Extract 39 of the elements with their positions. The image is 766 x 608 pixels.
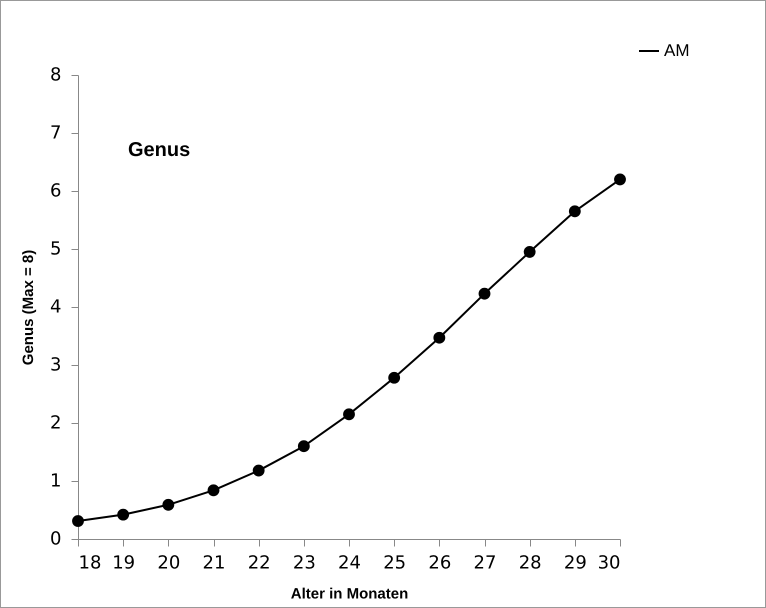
- annotation: Genus: [128, 139, 190, 161]
- x-tick-label: 30: [598, 552, 620, 574]
- point: [524, 246, 536, 258]
- y-tick-label: 7: [50, 122, 62, 144]
- point: [433, 332, 446, 344]
- point: [208, 484, 220, 496]
- x-tick-label: 26: [428, 552, 452, 574]
- y-tick-label: 5: [50, 238, 62, 260]
- x-tick-label: 29: [564, 552, 587, 574]
- point: [72, 515, 84, 527]
- point: [117, 508, 130, 521]
- x-tick-label: 19: [112, 552, 136, 574]
- x-axis-title: Alter in Monaten: [290, 586, 408, 602]
- y-tick-label: 8: [50, 64, 62, 86]
- y-tick-label: 6: [50, 180, 62, 202]
- y-axis-title: Genus (Max = 8): [20, 250, 38, 366]
- point: [568, 205, 581, 218]
- y-tick-label: 0: [50, 528, 62, 550]
- x-tick-label: 23: [292, 552, 316, 574]
- x-tick-label: 28: [518, 552, 542, 574]
- x-tick-label: 21: [202, 552, 226, 574]
- point: [343, 408, 355, 420]
- y-tick-label: 4: [50, 296, 62, 318]
- y-tick-label: 1: [50, 470, 62, 492]
- point: [298, 440, 310, 452]
- y-tick-label: 2: [50, 412, 62, 434]
- point: [388, 372, 400, 384]
- x-tick-label: 20: [157, 552, 180, 574]
- x-tick-label: 24: [338, 552, 361, 574]
- y-tick-label: 3: [50, 354, 62, 376]
- x-tick-label: 25: [383, 552, 406, 574]
- legend-label: AM: [664, 41, 690, 60]
- x-tick-label: 18: [78, 552, 102, 574]
- point: [252, 464, 265, 476]
- point: [614, 173, 626, 186]
- x-tick-label: 22: [248, 552, 271, 574]
- point: [478, 288, 490, 300]
- x-tick-label: 27: [474, 552, 496, 574]
- point: [162, 498, 174, 511]
